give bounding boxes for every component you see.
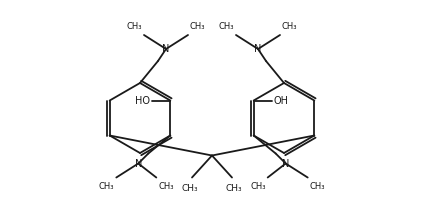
Text: N: N — [135, 159, 142, 168]
Text: N: N — [162, 44, 170, 54]
Text: CH₃: CH₃ — [190, 22, 206, 31]
Text: CH₃: CH₃ — [226, 184, 242, 192]
Text: HO: HO — [135, 95, 151, 105]
Text: CH₃: CH₃ — [250, 182, 266, 190]
Text: OH: OH — [273, 95, 289, 105]
Text: CH₃: CH₃ — [158, 182, 174, 190]
Text: CH₃: CH₃ — [99, 182, 114, 190]
Text: CH₃: CH₃ — [126, 22, 142, 31]
Text: N: N — [282, 159, 289, 168]
Text: N: N — [254, 44, 262, 54]
Text: CH₃: CH₃ — [310, 182, 325, 190]
Text: CH₃: CH₃ — [182, 184, 198, 192]
Text: CH₃: CH₃ — [218, 22, 234, 31]
Text: CH₃: CH₃ — [282, 22, 298, 31]
